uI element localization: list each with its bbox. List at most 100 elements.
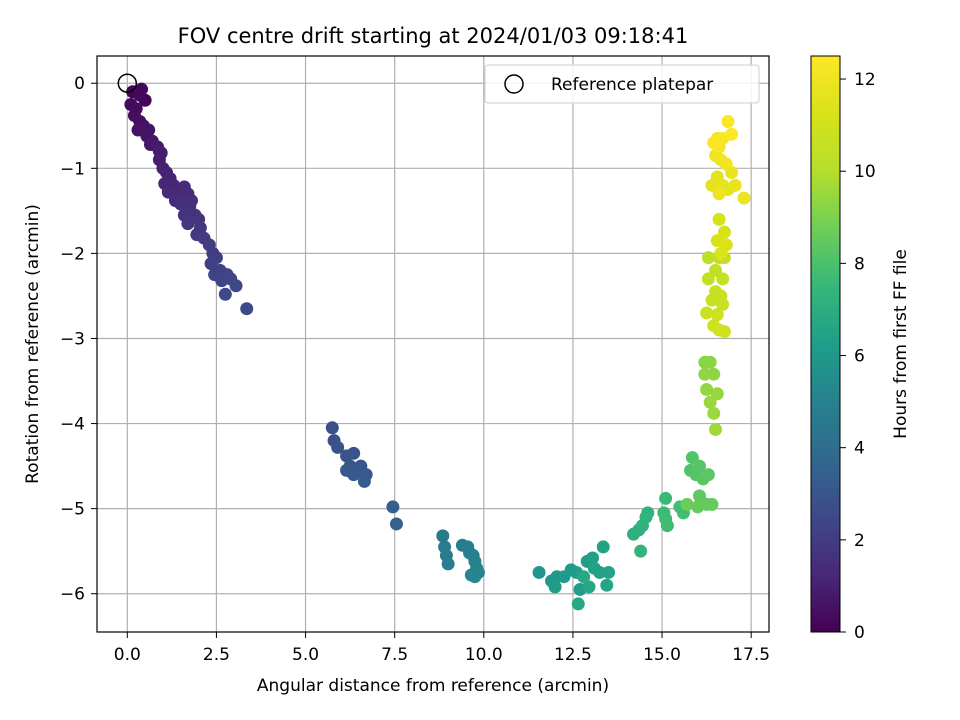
grid-lines [97,56,769,632]
y-tick-label: −3 [60,329,85,349]
data-point [703,355,717,369]
data-point [707,136,721,150]
data-point [133,88,147,102]
y-tick-label: −4 [60,415,85,435]
data-point [331,440,345,454]
data-point [701,251,715,265]
data-point [325,421,339,435]
data-point [600,578,614,592]
data-point [710,387,724,401]
data-point [577,570,591,584]
colorbar-tick-label: 12 [854,70,876,90]
data-point [710,308,724,322]
data-point [204,257,218,271]
data-point [698,367,712,381]
data-point [701,272,715,286]
data-point [737,191,751,205]
x-tick-label: 12.5 [554,645,592,665]
data-point [357,474,371,488]
y-tick-label: −1 [60,159,85,179]
x-tick-label: 15.0 [643,645,681,665]
data-point [716,272,730,286]
legend-box [484,64,760,104]
data-point [725,127,739,141]
data-point [218,287,232,301]
legend-label: Reference platepar [551,75,713,95]
colorbar-tick-label: 6 [854,347,865,367]
data-point [714,246,728,260]
scatter-points [124,82,751,611]
y-axis-label: Rotation from reference (arcmin) [23,204,43,484]
data-point [700,306,714,320]
data-point [548,580,562,594]
colorbar-tick-label: 0 [854,623,865,643]
x-tick-label: 5.0 [292,645,319,665]
data-point [705,497,719,511]
y-tick-label: 0 [74,74,85,94]
data-point [685,451,699,465]
data-point [639,510,653,524]
data-point [386,500,400,514]
data-point [229,279,243,293]
data-point [680,497,694,511]
x-tick-label: 0.0 [114,645,141,665]
colorbar-tick-label: 4 [854,439,865,459]
y-tick-label: −6 [60,585,85,605]
colorbar-ticks: 0 2 4 6 8 10 12 [840,70,876,643]
data-point [215,274,229,288]
data-point [596,540,610,554]
reference-point-marker [117,73,138,93]
colorbar-gradient [810,55,841,633]
data-point [719,157,733,171]
data-point [436,529,450,543]
colorbar-label: Hours from first FF file [891,249,911,439]
data-point [571,597,585,611]
data-point [389,517,403,531]
colorbar: 0 2 4 6 8 10 12 Hours from first FF file [810,55,911,643]
data-point [700,383,714,397]
legend-open-circle-icon [504,74,524,94]
data-point [593,565,607,579]
data-point [602,565,616,579]
y-tick-label: −5 [60,500,85,520]
data-point [660,519,674,533]
data-point [712,212,726,226]
data-point [707,367,721,381]
x-axis-ticks: 0.0 2.5 5.0 7.5 10.0 12.5 15.0 17.5 [114,632,770,665]
data-point [705,293,719,307]
data-point [717,225,731,239]
x-tick-label: 7.5 [381,645,408,665]
data-point [181,217,195,231]
colorbar-tick-label: 10 [854,162,876,182]
data-point [659,491,673,505]
x-tick-label: 17.5 [732,645,770,665]
data-point [582,580,596,594]
data-point [532,565,546,579]
data-point [709,263,723,277]
data-point [691,500,705,514]
data-point [701,468,715,482]
x-tick-label: 2.5 [203,645,230,665]
data-point [586,551,600,565]
y-axis-ticks: 0 −1 −2 −3 −4 −5 −6 [60,74,97,605]
data-point [347,446,361,460]
data-point [716,297,730,311]
data-point [347,468,361,482]
data-point [240,302,254,316]
data-point [728,178,742,192]
data-point [717,325,731,339]
data-point [468,570,482,584]
data-point [161,185,175,199]
x-axis-label: Angular distance from reference (arcmin) [257,676,609,696]
x-tick-label: 10.0 [465,645,503,665]
data-point [692,459,706,473]
data-point [634,544,648,558]
colorbar-tick-label: 8 [854,254,865,274]
data-point [712,187,726,201]
plot-frame [96,55,770,633]
data-point [709,423,723,437]
data-point [707,406,721,420]
data-point [441,557,455,571]
